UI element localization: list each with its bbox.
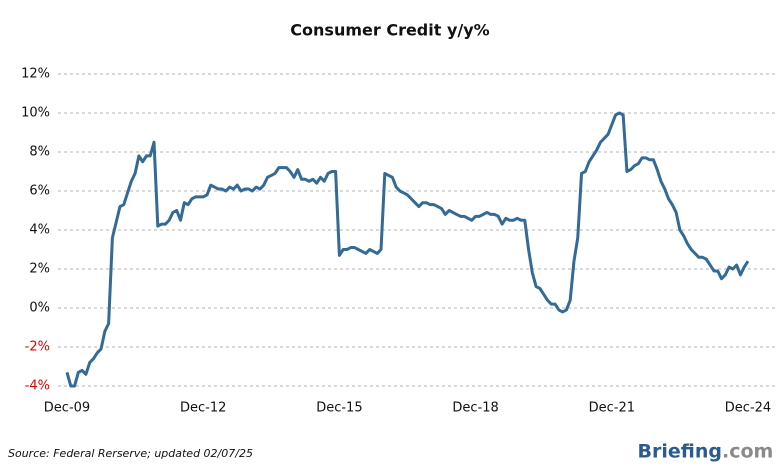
y-tick-label: -4% (25, 379, 50, 394)
y-tick-label: 0% (29, 301, 50, 316)
y-tick-label: 12% (21, 67, 50, 82)
x-tick-label: Dec-09 (44, 401, 90, 416)
x-tick-label: Dec-18 (452, 401, 498, 416)
x-tick-label: Dec-15 (316, 401, 362, 416)
y-tick-label: -2% (25, 340, 50, 355)
data-line (65, 111, 750, 388)
y-tick-label: 6% (29, 184, 50, 199)
y-tick-label: 4% (29, 223, 50, 238)
logo: Briefing (638, 441, 722, 463)
y-tick-label: 8% (29, 145, 50, 160)
x-tick-label: Dec-21 (589, 401, 635, 416)
source-note: Source: Federal Rerserve; updated 02/07/… (8, 447, 253, 460)
y-tick-label: 2% (29, 262, 50, 277)
y-tick-label: 10% (21, 106, 50, 121)
x-tick-label: Dec-24 (725, 401, 771, 416)
logo-suffix: .com (722, 441, 773, 463)
chart-title: Consumer Credit y/y% (290, 21, 489, 40)
x-tick-label: Dec-12 (180, 401, 226, 416)
